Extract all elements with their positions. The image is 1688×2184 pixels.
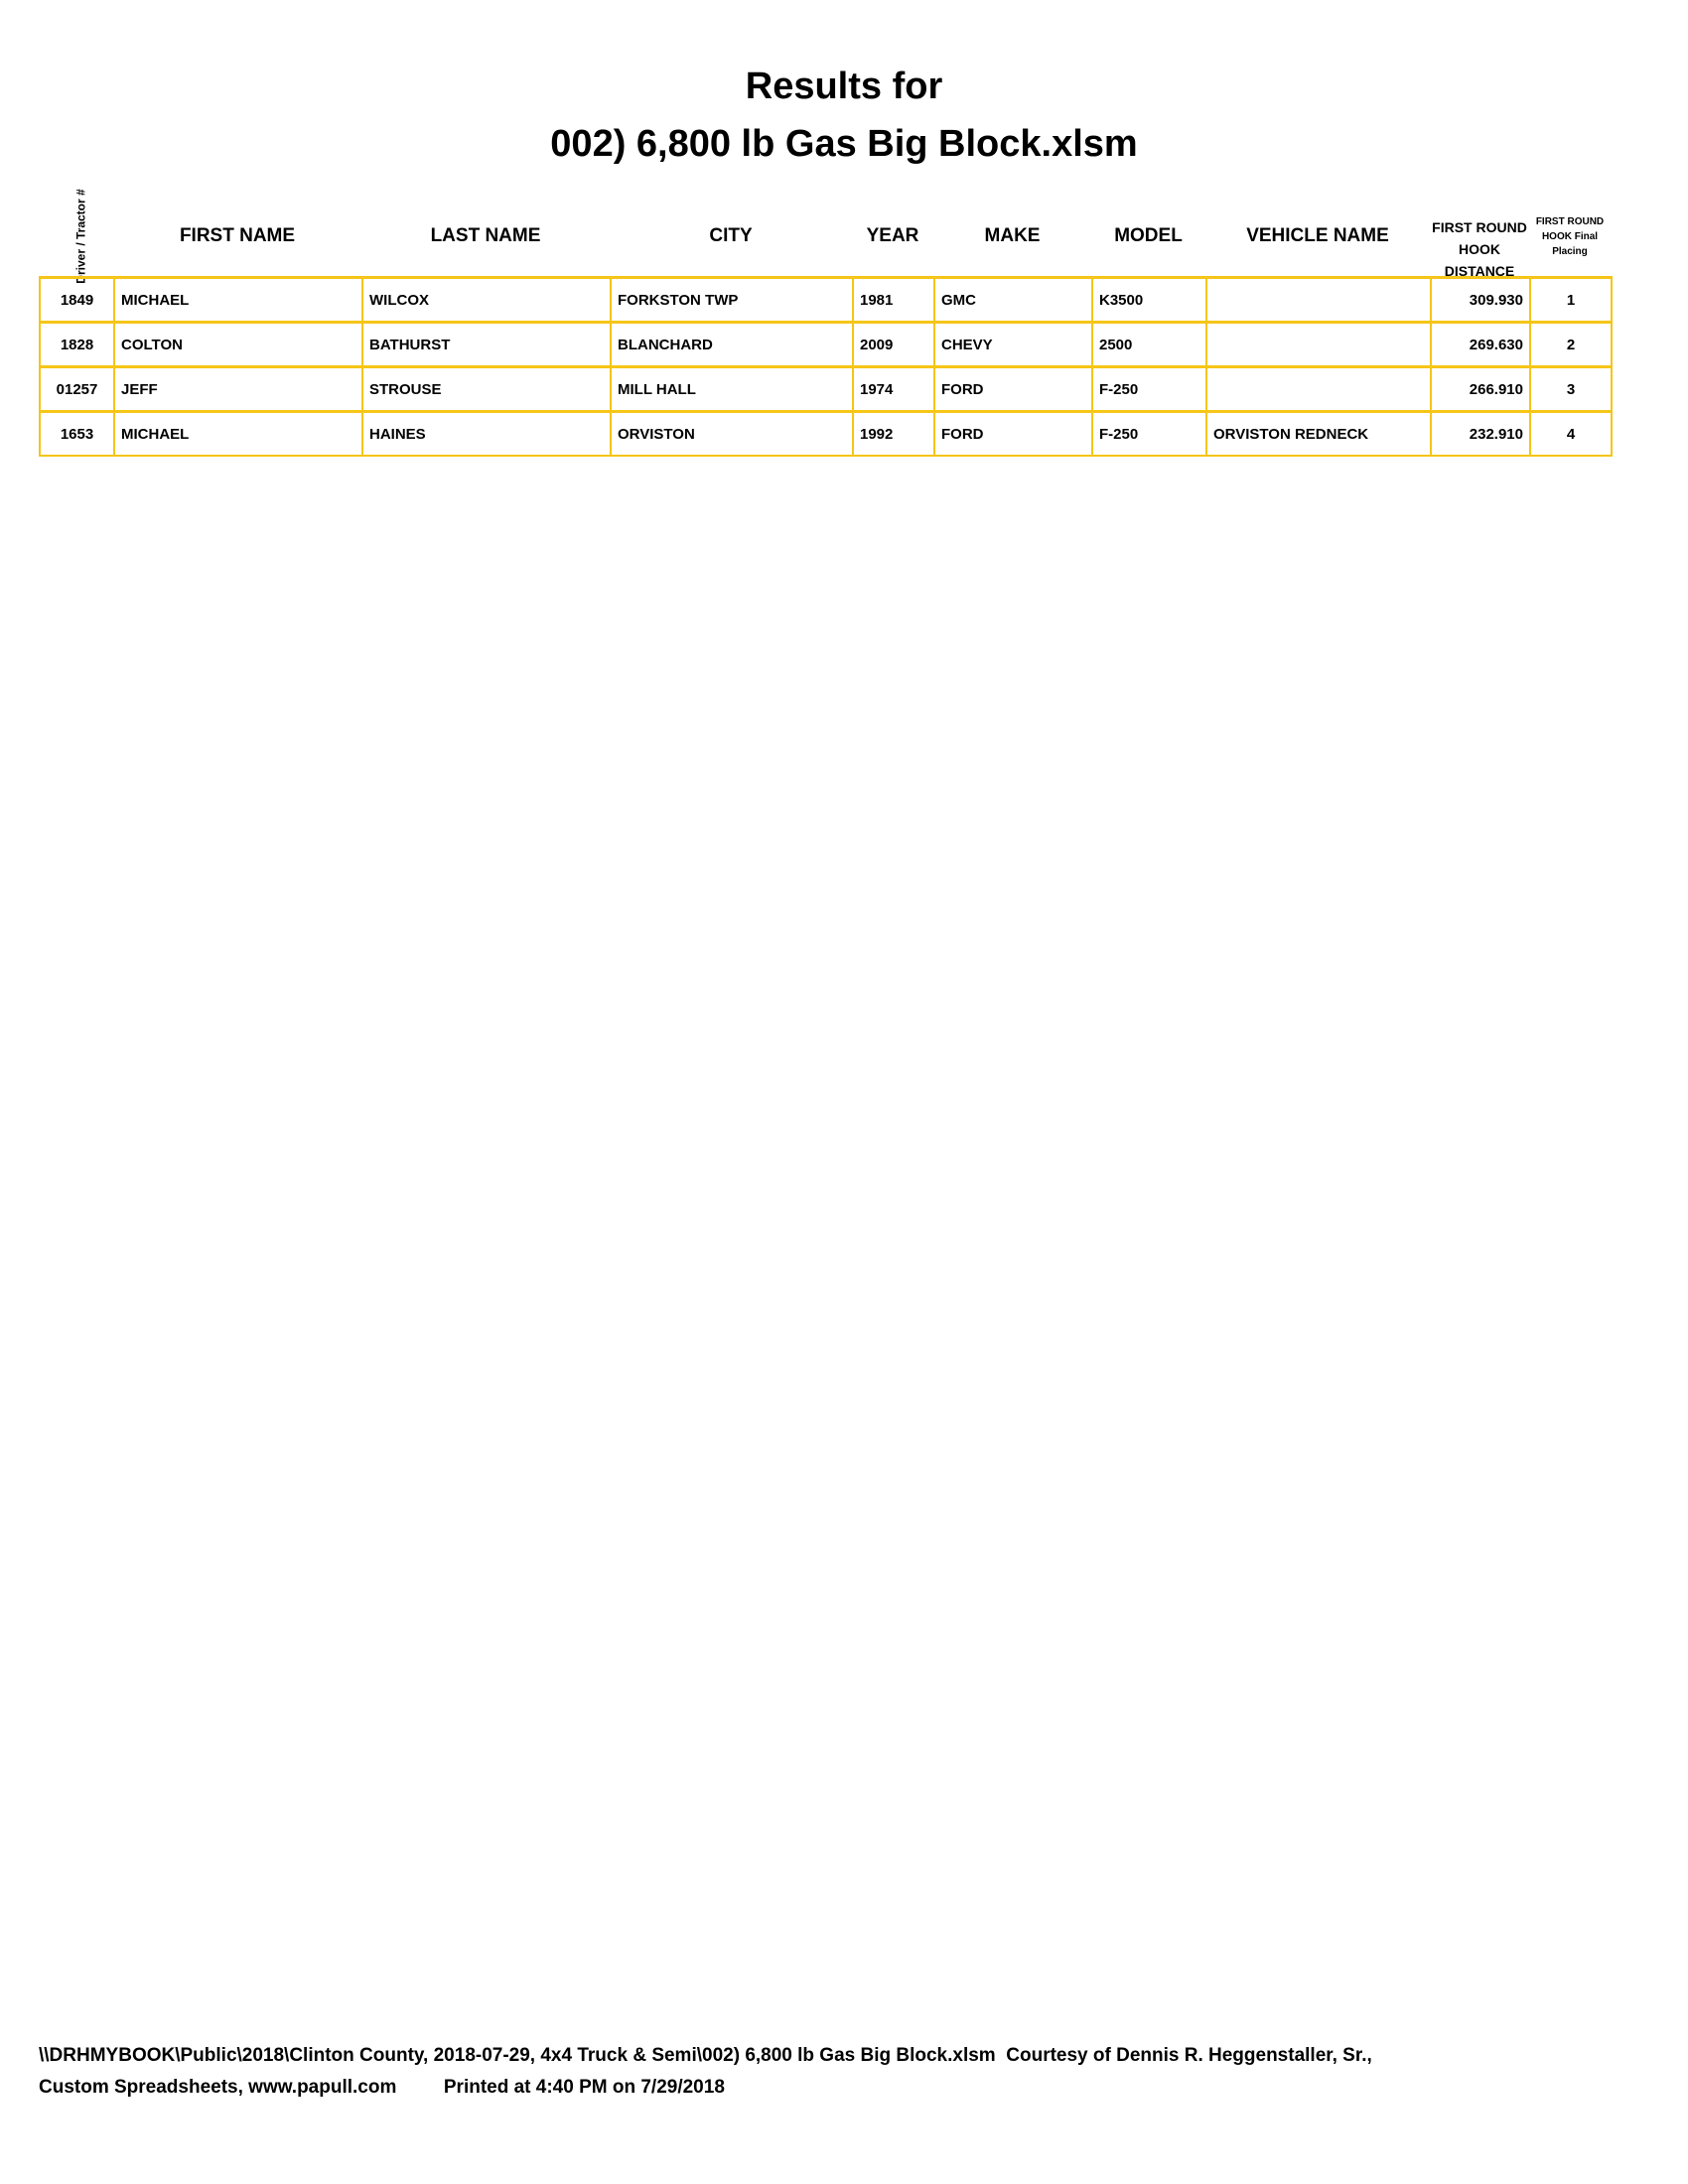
- cell-year: 1992: [852, 410, 935, 457]
- cell-year: 1981: [852, 276, 935, 324]
- cell-driver: 01257: [39, 365, 115, 413]
- footer-path: \\DRHMYBOOK\Public\2018\Clinton County, …: [39, 2045, 1372, 2066]
- cell-last-name: STROUSE: [361, 365, 612, 413]
- cell-distance: 309.930: [1430, 276, 1531, 324]
- header-year: YEAR: [866, 225, 919, 246]
- header-first-name: FIRST NAME: [179, 225, 296, 246]
- header-model: MODEL: [1114, 225, 1183, 246]
- cell-vehicle-name: [1205, 321, 1432, 368]
- header-placing: FIRST ROUND HOOK Final Placing: [1535, 215, 1605, 257]
- cell-placing: 2: [1529, 321, 1613, 368]
- cell-make: FORD: [933, 410, 1093, 457]
- cell-driver: 1849: [39, 276, 115, 324]
- cell-placing: 3: [1529, 365, 1613, 413]
- footer-printed: Custom Spreadsheets, www.papull.com Prin…: [39, 2077, 725, 2098]
- cell-make: CHEVY: [933, 321, 1093, 368]
- cell-placing: 1: [1529, 276, 1613, 324]
- cell-make: FORD: [933, 365, 1093, 413]
- cell-driver: 1828: [39, 321, 115, 368]
- table-row: 1828 COLTON BATHURST BLANCHARD 2009 CHEVY 2500…: [39, 321, 1613, 368]
- header-make: MAKE: [984, 225, 1041, 246]
- cell-distance: 269.630: [1430, 321, 1531, 368]
- cell-year: 2009: [852, 321, 935, 368]
- cell-city: ORVISTON: [610, 410, 854, 457]
- page-subtitle: 002) 6,800 lb Gas Big Block.xlsm: [550, 123, 1138, 165]
- header-last-name: LAST NAME: [430, 225, 541, 246]
- page-title: Results for: [745, 66, 943, 107]
- table-row: 1653 MICHAEL HAINES ORVISTON 1992 FORD F-250 OR…: [39, 410, 1613, 457]
- table-row: 01257 JEFF STROUSE MILL HALL 1974 FORD F-250 26…: [39, 365, 1613, 413]
- cell-model: 2500: [1091, 321, 1207, 368]
- cell-make: GMC: [933, 276, 1093, 324]
- cell-first-name: JEFF: [113, 365, 363, 413]
- header-city: CITY: [709, 225, 753, 246]
- cell-city: BLANCHARD: [610, 321, 854, 368]
- cell-vehicle-name: [1205, 276, 1432, 324]
- cell-distance: 266.910: [1430, 365, 1531, 413]
- cell-last-name: BATHURST: [361, 321, 612, 368]
- table-row: 1849 MICHAEL WILCOX FORKSTON TWP 1981 GMC K350…: [39, 276, 1613, 324]
- cell-city: FORKSTON TWP: [610, 276, 854, 324]
- results-table: 1849 MICHAEL WILCOX FORKSTON TWP 1981 GMC K350…: [39, 276, 1613, 457]
- cell-model: F-250: [1091, 410, 1207, 457]
- cell-model: K3500: [1091, 276, 1207, 324]
- cell-first-name: MICHAEL: [113, 410, 363, 457]
- cell-last-name: WILCOX: [361, 276, 612, 324]
- header-distance: FIRST ROUND HOOK DISTANCE: [1432, 219, 1527, 279]
- cell-first-name: MICHAEL: [113, 276, 363, 324]
- header-driver: Driver / Tractor #: [73, 189, 88, 284]
- cell-city: MILL HALL: [610, 365, 854, 413]
- cell-placing: 4: [1529, 410, 1613, 457]
- cell-vehicle-name: ORVISTON REDNECK: [1205, 410, 1432, 457]
- cell-last-name: HAINES: [361, 410, 612, 457]
- cell-first-name: COLTON: [113, 321, 363, 368]
- cell-year: 1974: [852, 365, 935, 413]
- cell-driver: 1653: [39, 410, 115, 457]
- header-vehicle-name: VEHICLE NAME: [1246, 225, 1389, 246]
- cell-distance: 232.910: [1430, 410, 1531, 457]
- cell-model: F-250: [1091, 365, 1207, 413]
- cell-vehicle-name: [1205, 365, 1432, 413]
